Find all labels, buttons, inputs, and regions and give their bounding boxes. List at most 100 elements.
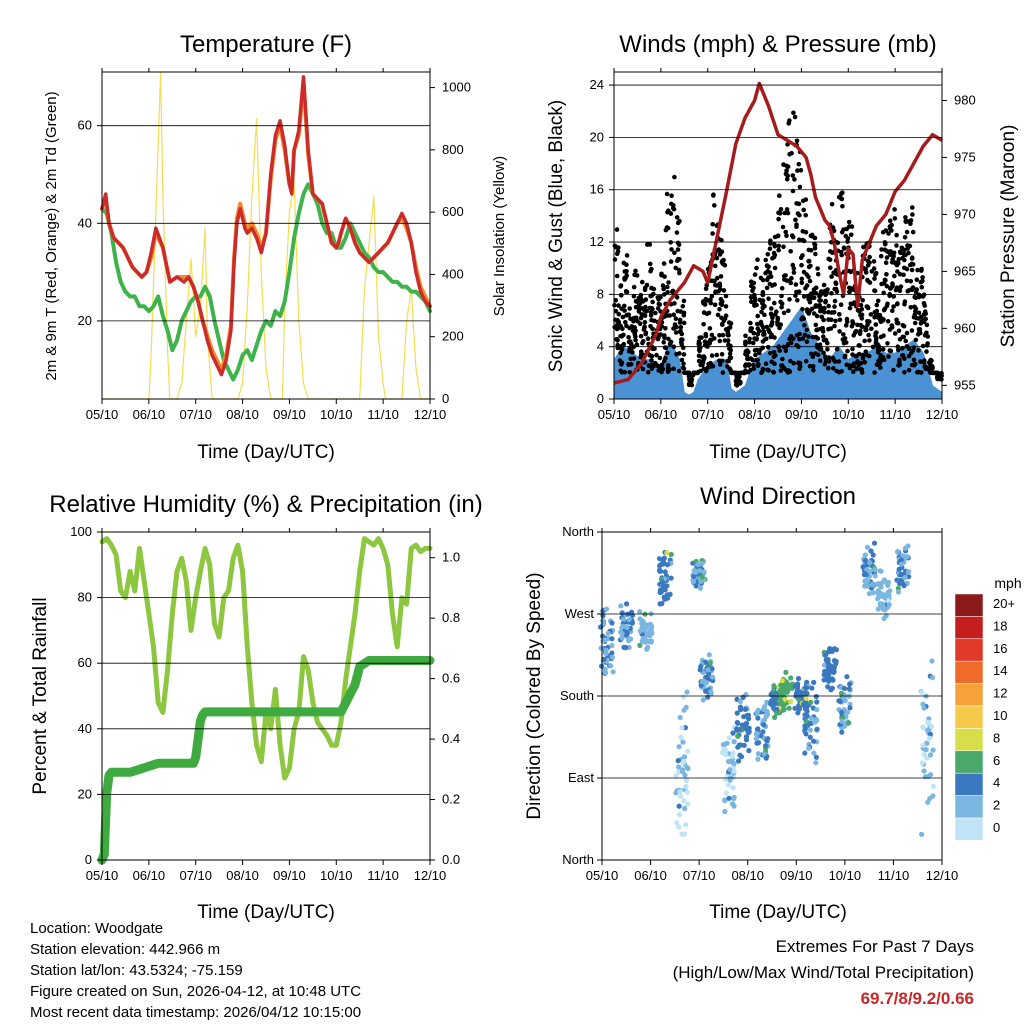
gust-point <box>631 318 636 324</box>
gust-point <box>631 356 637 361</box>
wind-direction-point <box>703 659 709 665</box>
gust-point <box>829 291 834 296</box>
gust-point <box>891 294 896 299</box>
gust-point <box>624 262 629 268</box>
wind-direction-point <box>743 734 750 740</box>
wind-direction-point <box>804 679 810 686</box>
gust-point <box>709 293 715 299</box>
gust-point <box>904 266 910 272</box>
gust-point <box>925 334 931 339</box>
gust-point <box>785 164 791 170</box>
wind-direction-point <box>618 629 624 635</box>
gust-point <box>750 288 755 294</box>
gust-point <box>800 315 805 320</box>
temp-y2tick-label: 200 <box>442 329 464 344</box>
gust-point <box>808 248 814 253</box>
gust-point <box>841 332 846 337</box>
gust-point <box>718 274 724 279</box>
gust-point <box>813 322 819 328</box>
gust-point <box>924 322 930 328</box>
wind-direction-point <box>754 740 760 746</box>
gust-point <box>652 318 657 324</box>
gust-point <box>900 353 906 358</box>
wind-direction-point <box>609 650 615 656</box>
gust-point <box>916 348 921 353</box>
gust-point <box>897 288 903 294</box>
gust-point <box>677 320 683 325</box>
gust-point <box>895 301 900 306</box>
wind-direction-point <box>867 560 873 566</box>
gust-point <box>857 309 862 314</box>
gust-point <box>893 260 899 266</box>
gust-point <box>679 357 685 363</box>
gust-point <box>675 247 681 252</box>
gust-point <box>748 367 753 373</box>
temp-y2tick-label: 600 <box>442 204 464 219</box>
wind-direction-point <box>929 675 936 681</box>
wind-direction-point <box>745 712 752 718</box>
colorbar-label: 18 <box>993 618 1007 633</box>
gust-point <box>913 289 919 295</box>
wind-direction-point <box>677 793 684 800</box>
gust-point <box>797 184 803 190</box>
gust-point <box>912 304 917 310</box>
gust-point <box>650 299 655 305</box>
gust-point <box>913 337 919 343</box>
gust-point <box>892 331 898 336</box>
wind-direction-point <box>755 715 761 721</box>
gust-point <box>905 289 910 294</box>
gust-point <box>904 278 910 284</box>
colorbar-swatch <box>954 817 984 841</box>
gust-point <box>717 362 723 367</box>
wind-direction-point <box>899 579 905 585</box>
gust-point <box>658 332 663 337</box>
gust-point <box>710 231 715 236</box>
wind-direction-point <box>659 600 665 607</box>
wind-direction-point <box>843 711 849 717</box>
gust-point <box>873 322 879 327</box>
gust-point <box>836 194 842 200</box>
gust-point <box>673 330 679 335</box>
wind-direction-point <box>680 767 686 773</box>
wind-direction-point <box>780 707 786 713</box>
wind-direction-point <box>726 795 732 801</box>
wind-direction-point <box>878 568 884 574</box>
gust-point <box>756 362 761 367</box>
gust-point <box>888 286 893 291</box>
gust-point <box>842 336 848 341</box>
gust-point <box>879 281 884 287</box>
wind-direction-point <box>920 701 926 707</box>
gust-point <box>660 283 666 288</box>
wind-direction-point <box>644 646 650 652</box>
winds-y2label: Station Pressure (Maroon) <box>998 125 1019 348</box>
wind-direction-point <box>920 742 926 748</box>
gust-point <box>633 268 638 274</box>
colorbar-swatch <box>954 795 984 819</box>
gust-point <box>714 255 720 261</box>
wind-direction-point <box>602 637 608 643</box>
gust-point <box>885 319 891 324</box>
gust-point <box>613 298 619 303</box>
wind-direction-point <box>685 765 691 772</box>
wind-direction-point <box>676 764 682 770</box>
gust-point <box>821 317 826 323</box>
colorbar-swatch <box>954 728 984 752</box>
gust-point <box>767 246 773 251</box>
wind-direction-point <box>813 693 819 700</box>
gust-point <box>914 277 920 283</box>
wind-direction-point <box>705 667 711 673</box>
wind-direction-point <box>698 664 704 670</box>
gust-point <box>791 266 797 271</box>
gust-point <box>859 324 865 330</box>
temperature-plot-frame <box>101 71 431 400</box>
wind-direction-point <box>919 689 925 695</box>
gust-point <box>623 269 629 274</box>
wind-direction-point <box>737 752 743 758</box>
gust-point <box>815 271 821 277</box>
wind-direction-point <box>677 714 683 721</box>
gust-point <box>752 298 758 303</box>
gust-point <box>851 369 856 375</box>
gust-point <box>686 374 692 380</box>
wind-direction-point <box>693 583 699 589</box>
gust-point <box>725 364 730 369</box>
